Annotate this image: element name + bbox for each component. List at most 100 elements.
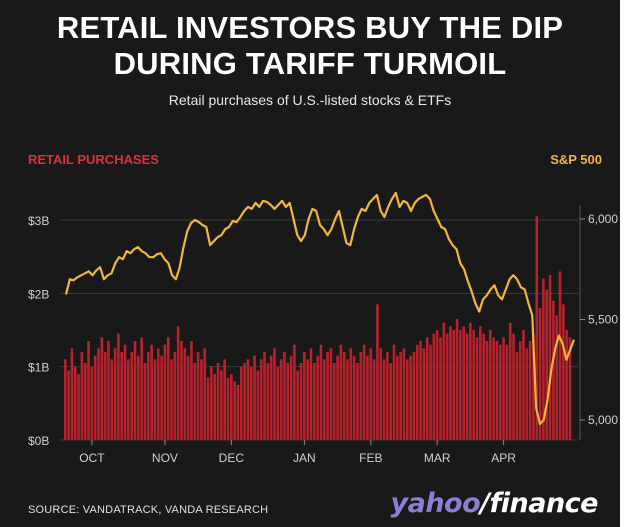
bar-35 xyxy=(180,341,183,440)
bar-51 xyxy=(233,381,236,440)
bar-29 xyxy=(160,355,163,440)
bar-25 xyxy=(147,352,150,440)
bar-150 xyxy=(562,304,565,440)
bar-93 xyxy=(372,359,376,440)
bar-132 xyxy=(502,337,505,440)
bar-111 xyxy=(432,333,436,440)
bar-146 xyxy=(548,275,552,440)
bar-126 xyxy=(482,333,485,440)
bar-14 xyxy=(110,359,114,440)
chart-title-line-1: RETAIL INVESTORS BUY THE DIP xyxy=(56,10,564,45)
chart-subtitle: Retail purchases of U.S.-listed stocks &… xyxy=(168,92,452,108)
bar-104 xyxy=(409,355,412,440)
bar-19 xyxy=(127,359,130,440)
retail-purchase-bars xyxy=(64,216,572,440)
bar-65 xyxy=(279,359,283,440)
bar-21 xyxy=(133,341,137,440)
bar-45 xyxy=(213,374,216,440)
bar-86 xyxy=(349,348,353,440)
bar-101 xyxy=(399,352,402,440)
bar-1 xyxy=(67,370,70,440)
bar-10 xyxy=(97,348,100,440)
retail-purchases-chart: $0B $1B $2B $3B 5,000 5,500 6,000 OCT NOV DEC JA… xyxy=(28,191,618,465)
bar-81 xyxy=(332,363,336,440)
bar-64 xyxy=(276,366,280,440)
bar-71 xyxy=(299,363,303,440)
bar-7 xyxy=(87,341,90,440)
bar-55 xyxy=(246,359,250,440)
bar-56 xyxy=(249,366,253,440)
bar-61 xyxy=(266,363,270,440)
bar-53 xyxy=(239,366,243,440)
bar-80 xyxy=(329,348,333,440)
bar-137 xyxy=(518,341,522,440)
bar-116 xyxy=(449,326,452,440)
month-label-mar: MAR xyxy=(424,451,451,465)
bar-84 xyxy=(342,352,346,440)
bar-42 xyxy=(203,348,207,440)
bar-79 xyxy=(326,352,329,440)
bar-115 xyxy=(445,333,449,440)
left-tick-2: $2B xyxy=(28,287,49,301)
bar-4 xyxy=(77,374,80,440)
bar-28 xyxy=(156,348,160,440)
bar-17 xyxy=(120,352,124,440)
bar-68 xyxy=(289,355,293,440)
bar-88 xyxy=(356,363,359,440)
bar-119 xyxy=(459,330,462,440)
yahoo-finance-logo: yahoo/finance xyxy=(390,488,599,519)
bar-52 xyxy=(236,385,240,440)
bar-67 xyxy=(286,363,290,440)
month-label-feb: FEB xyxy=(359,451,382,465)
bar-92 xyxy=(369,348,373,440)
bar-120 xyxy=(462,326,466,440)
sp500-polyline xyxy=(64,191,576,426)
bar-96 xyxy=(382,359,386,440)
bar-110 xyxy=(429,344,432,440)
bar-144 xyxy=(542,278,545,440)
bar-30 xyxy=(163,344,167,440)
bar-8 xyxy=(90,366,94,440)
bar-100 xyxy=(396,355,399,440)
bar-62 xyxy=(269,355,273,440)
bar-13 xyxy=(107,341,110,440)
left-axis-label: RETAIL PURCHASES xyxy=(28,152,159,167)
bar-107 xyxy=(419,341,422,440)
bar-27 xyxy=(153,359,157,440)
bar-59 xyxy=(259,359,263,440)
bar-130 xyxy=(495,341,499,440)
bar-73 xyxy=(306,359,309,440)
bar-77 xyxy=(319,344,323,440)
bar-38 xyxy=(190,341,193,440)
bar-122 xyxy=(469,322,472,440)
bar-69 xyxy=(293,344,296,440)
bar-41 xyxy=(200,359,203,440)
bar-39 xyxy=(193,363,197,440)
bar-135 xyxy=(512,333,515,440)
bar-66 xyxy=(283,352,286,440)
bar-22 xyxy=(137,355,140,440)
month-label-apr: APR xyxy=(491,451,516,465)
bar-121 xyxy=(465,333,469,440)
left-tick-3: $3B xyxy=(28,214,49,228)
bar-70 xyxy=(296,370,300,440)
month-label-jan: JAN xyxy=(293,451,316,465)
left-axis-ticks: $0B $1B $2B $3B xyxy=(28,214,49,448)
bar-133 xyxy=(505,344,509,440)
bar-105 xyxy=(412,352,416,440)
bar-124 xyxy=(475,337,479,440)
bar-46 xyxy=(216,363,220,440)
bar-5 xyxy=(80,352,84,440)
bar-134 xyxy=(508,322,512,440)
right-axis-label: S&P 500 xyxy=(550,152,602,167)
bar-109 xyxy=(425,337,429,440)
bar-58 xyxy=(256,370,260,440)
month-label-dec: DEC xyxy=(219,451,245,465)
chart-title-line-2: DURING TARIFF TURMOIL xyxy=(113,46,507,81)
bar-44 xyxy=(210,366,213,440)
bar-142 xyxy=(535,216,539,440)
bar-127 xyxy=(485,341,489,440)
bar-148 xyxy=(555,315,558,440)
bar-145 xyxy=(545,289,549,440)
bar-83 xyxy=(339,344,343,440)
